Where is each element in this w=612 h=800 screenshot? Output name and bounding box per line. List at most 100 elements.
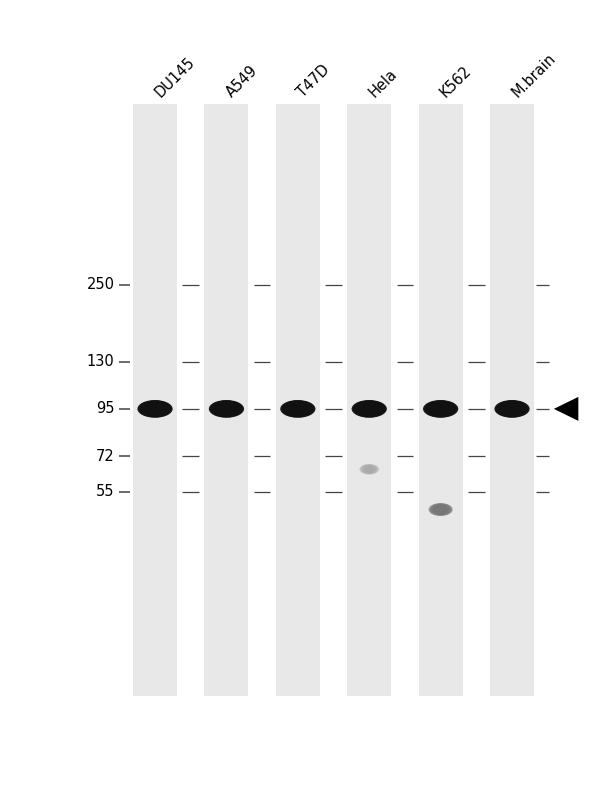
Ellipse shape	[295, 405, 300, 414]
Ellipse shape	[224, 405, 229, 414]
Ellipse shape	[509, 405, 515, 414]
Ellipse shape	[141, 402, 168, 417]
Text: K562: K562	[438, 63, 475, 100]
Ellipse shape	[424, 401, 457, 418]
Ellipse shape	[499, 402, 526, 417]
Ellipse shape	[220, 403, 233, 414]
Ellipse shape	[210, 401, 243, 418]
Text: 95: 95	[96, 402, 114, 416]
Ellipse shape	[435, 404, 446, 414]
Ellipse shape	[433, 403, 449, 415]
Text: 72: 72	[96, 449, 114, 464]
Ellipse shape	[494, 400, 529, 418]
Text: T47D: T47D	[295, 62, 333, 100]
Ellipse shape	[497, 401, 527, 417]
Ellipse shape	[285, 402, 312, 417]
Ellipse shape	[138, 400, 173, 418]
Ellipse shape	[152, 405, 158, 414]
FancyBboxPatch shape	[490, 104, 534, 696]
Ellipse shape	[437, 506, 444, 514]
Ellipse shape	[294, 404, 302, 414]
Ellipse shape	[352, 400, 387, 418]
Ellipse shape	[148, 403, 162, 414]
Ellipse shape	[501, 402, 523, 416]
Text: 250: 250	[87, 277, 114, 292]
Ellipse shape	[364, 404, 375, 414]
Ellipse shape	[496, 401, 528, 418]
Ellipse shape	[147, 403, 163, 415]
Ellipse shape	[362, 465, 376, 474]
Ellipse shape	[213, 402, 240, 417]
Ellipse shape	[288, 402, 307, 415]
Ellipse shape	[365, 466, 374, 473]
Ellipse shape	[428, 402, 453, 416]
Ellipse shape	[356, 402, 382, 417]
Ellipse shape	[363, 465, 375, 474]
Ellipse shape	[217, 402, 236, 415]
Ellipse shape	[500, 402, 524, 416]
Ellipse shape	[151, 404, 159, 414]
Ellipse shape	[215, 402, 237, 416]
Ellipse shape	[139, 401, 171, 418]
Text: DU145: DU145	[152, 54, 198, 100]
Ellipse shape	[508, 404, 516, 414]
Ellipse shape	[282, 401, 314, 418]
Ellipse shape	[144, 402, 166, 416]
Ellipse shape	[291, 403, 305, 414]
Ellipse shape	[146, 402, 165, 415]
Ellipse shape	[434, 505, 447, 514]
Ellipse shape	[209, 400, 244, 418]
Ellipse shape	[433, 505, 448, 514]
Ellipse shape	[222, 404, 231, 414]
Ellipse shape	[214, 402, 239, 416]
FancyBboxPatch shape	[347, 104, 391, 696]
FancyBboxPatch shape	[419, 104, 463, 696]
Ellipse shape	[423, 400, 458, 418]
Ellipse shape	[212, 401, 241, 417]
Ellipse shape	[361, 403, 378, 415]
Ellipse shape	[362, 465, 377, 474]
Ellipse shape	[286, 402, 310, 416]
FancyBboxPatch shape	[204, 104, 248, 696]
Polygon shape	[554, 397, 578, 421]
Ellipse shape	[438, 506, 443, 513]
Ellipse shape	[283, 401, 313, 417]
Ellipse shape	[365, 404, 373, 414]
Text: A549: A549	[223, 62, 261, 100]
Ellipse shape	[362, 403, 376, 414]
Ellipse shape	[366, 466, 372, 472]
Ellipse shape	[431, 504, 450, 515]
Ellipse shape	[359, 402, 380, 416]
Ellipse shape	[435, 505, 446, 514]
Text: Hela: Hela	[366, 66, 400, 100]
Ellipse shape	[502, 402, 521, 415]
Ellipse shape	[360, 464, 378, 474]
Ellipse shape	[436, 404, 445, 414]
Ellipse shape	[432, 504, 449, 515]
Ellipse shape	[367, 405, 372, 414]
Ellipse shape	[360, 402, 379, 415]
Ellipse shape	[364, 466, 375, 473]
Ellipse shape	[438, 405, 443, 414]
Ellipse shape	[430, 402, 452, 416]
Ellipse shape	[430, 504, 451, 515]
Ellipse shape	[427, 402, 454, 417]
Ellipse shape	[434, 403, 447, 414]
Ellipse shape	[293, 404, 303, 414]
Ellipse shape	[507, 404, 517, 414]
Ellipse shape	[354, 401, 384, 417]
Ellipse shape	[143, 402, 167, 416]
Ellipse shape	[218, 403, 234, 415]
Ellipse shape	[150, 404, 160, 414]
Ellipse shape	[287, 402, 308, 416]
Ellipse shape	[359, 464, 379, 474]
Ellipse shape	[504, 403, 520, 415]
Text: M.brain: M.brain	[509, 50, 559, 100]
Text: 130: 130	[87, 354, 114, 369]
Ellipse shape	[289, 403, 306, 415]
Ellipse shape	[506, 403, 519, 414]
Ellipse shape	[436, 506, 446, 514]
Ellipse shape	[431, 402, 450, 415]
Ellipse shape	[361, 465, 378, 474]
FancyBboxPatch shape	[133, 104, 177, 696]
